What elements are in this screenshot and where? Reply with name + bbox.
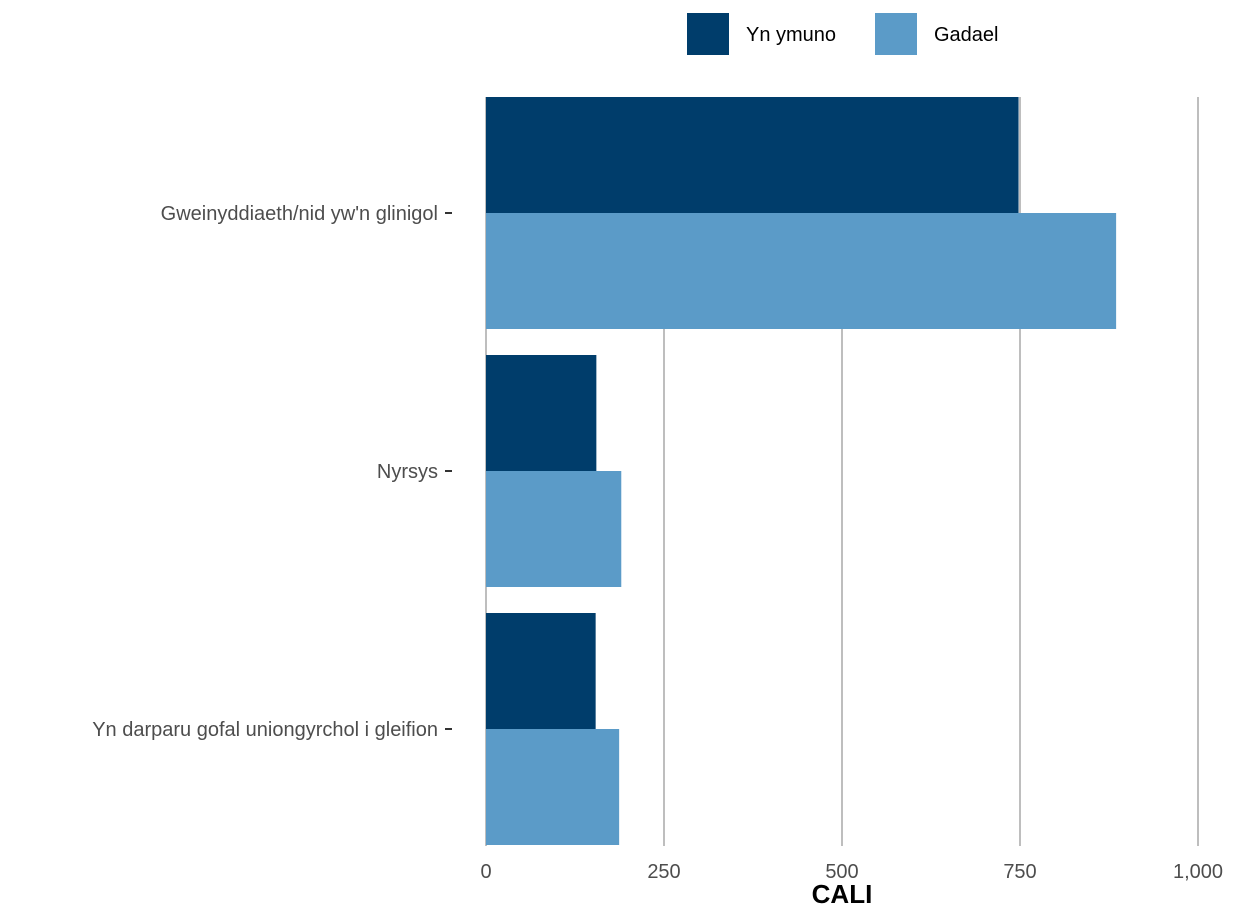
legend-key-leaving [875, 13, 917, 55]
bar-leaving-2 [486, 729, 620, 845]
x-axis-title: CALI [812, 879, 873, 909]
legend-key-joining [687, 13, 729, 55]
bar-leaving-0 [486, 213, 1117, 329]
bar-joining-1 [486, 355, 597, 471]
bar-joining-0 [486, 97, 1019, 213]
legend: Yn ymuno Gadael [687, 13, 999, 55]
x-tick-label: 500 [825, 861, 858, 883]
x-tick-label: 0 [480, 861, 491, 883]
legend-label-leaving: Gadael [934, 24, 999, 46]
legend-label-joining: Yn ymuno [746, 24, 836, 46]
bar-joining-2 [486, 613, 596, 729]
bars [486, 97, 1117, 845]
x-axis: 0 250 500 750 1,000 [480, 861, 1223, 883]
x-tick-label: 250 [647, 861, 680, 883]
y-axis: Gweinyddiaeth/nid yw'n glinigol Nyrsys Yn … [92, 203, 452, 741]
x-tick-label: 750 [1003, 861, 1036, 883]
y-tick-label: Yn darparu gofal uniongyrchol i gleifion [92, 719, 438, 741]
x-tick-label: 1,000 [1173, 861, 1223, 883]
y-tick-label: Nyrsys [377, 461, 438, 483]
y-tick-label: Gweinyddiaeth/nid yw'n glinigol [161, 203, 438, 225]
bar-leaving-1 [486, 471, 622, 587]
